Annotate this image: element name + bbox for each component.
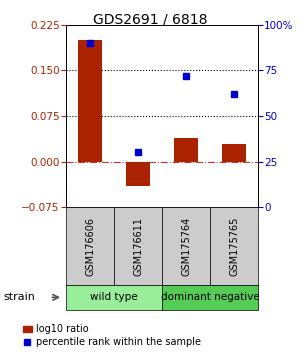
Bar [126, 161, 150, 186]
Legend: log10 ratio, percentile rank within the sample: log10 ratio, percentile rank within the … [23, 325, 200, 347]
Bar [162, 285, 258, 310]
Text: GSM175764: GSM175764 [181, 216, 191, 276]
Text: GDS2691 / 6818: GDS2691 / 6818 [93, 12, 207, 27]
Bar [162, 207, 210, 285]
Text: GSM176611: GSM176611 [133, 217, 143, 275]
Text: GSM176606: GSM176606 [85, 217, 95, 275]
Bar [66, 207, 114, 285]
Bar [174, 138, 198, 161]
Text: strain: strain [3, 292, 35, 302]
Bar [66, 285, 162, 310]
Text: GSM175765: GSM175765 [229, 216, 239, 276]
Bar [222, 144, 246, 161]
Bar [210, 207, 258, 285]
Bar [114, 207, 162, 285]
Text: dominant negative: dominant negative [160, 292, 260, 302]
Bar [78, 40, 102, 161]
Text: wild type: wild type [90, 292, 138, 302]
